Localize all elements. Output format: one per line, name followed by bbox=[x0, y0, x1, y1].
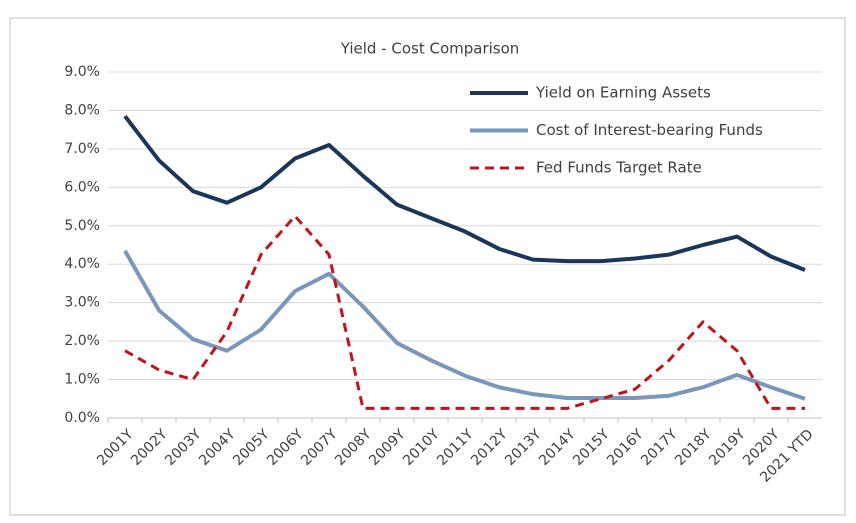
y-tick-label: 4.0% bbox=[64, 256, 100, 272]
series-line bbox=[123, 249, 806, 401]
y-tick-label: 6.0% bbox=[64, 179, 100, 195]
y-tick-label: 9.0% bbox=[64, 64, 100, 80]
chart-frame bbox=[9, 17, 846, 516]
legend-label: Fed Funds Target Rate bbox=[536, 159, 702, 177]
y-tick-label: 7.0% bbox=[64, 141, 100, 157]
y-tick-label: 2.0% bbox=[64, 333, 100, 349]
legend-label: Cost of Interest-bearing Funds bbox=[536, 121, 763, 139]
chart-title: Yield - Cost Comparison bbox=[340, 40, 520, 58]
y-tick-label: 3.0% bbox=[64, 295, 100, 311]
y-tick-label: 1.0% bbox=[64, 372, 100, 388]
series-line bbox=[123, 114, 806, 272]
legend-label: Yield on Earning Assets bbox=[535, 84, 711, 102]
y-tick-label: 5.0% bbox=[64, 218, 100, 234]
y-tick-label: 8.0% bbox=[64, 102, 100, 118]
series-line bbox=[124, 214, 805, 410]
y-tick-label: 0.0% bbox=[64, 410, 100, 426]
